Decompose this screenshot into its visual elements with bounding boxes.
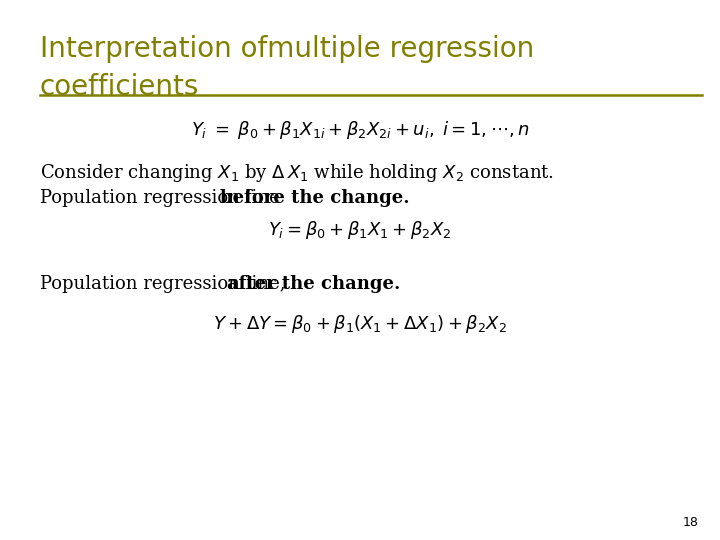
Text: Consider changing $X_1$ by $\Delta\, X_1$ while holding $X_2$ constant.: Consider changing $X_1$ by $\Delta\, X_1… bbox=[40, 162, 554, 184]
Text: Population regression line,: Population regression line, bbox=[40, 275, 291, 293]
Text: Interpretation ofmultiple regression: Interpretation ofmultiple regression bbox=[40, 35, 534, 63]
Text: before the change.: before the change. bbox=[220, 189, 410, 207]
Text: $Y_i \;=\; \beta_0 + \beta_1 X_{1i} + \beta_2 X_{2i} + u_i,\; i = 1, \cdots, n$: $Y_i \;=\; \beta_0 + \beta_1 X_{1i} + \b… bbox=[191, 119, 529, 141]
Text: $Y + \Delta Y = \beta_0 + \beta_1(X_1 + \Delta X_1) + \beta_2 X_2$: $Y + \Delta Y = \beta_0 + \beta_1(X_1 + … bbox=[213, 313, 507, 335]
Text: coefficients: coefficients bbox=[40, 73, 199, 101]
Text: $Y_i = \beta_0 + \beta_1 X_1 + \beta_2 X_2$: $Y_i = \beta_0 + \beta_1 X_1 + \beta_2 X… bbox=[269, 219, 451, 241]
Text: after the change.: after the change. bbox=[227, 275, 400, 293]
Text: 18: 18 bbox=[683, 516, 698, 529]
Text: Population regression line: Population regression line bbox=[40, 189, 285, 207]
